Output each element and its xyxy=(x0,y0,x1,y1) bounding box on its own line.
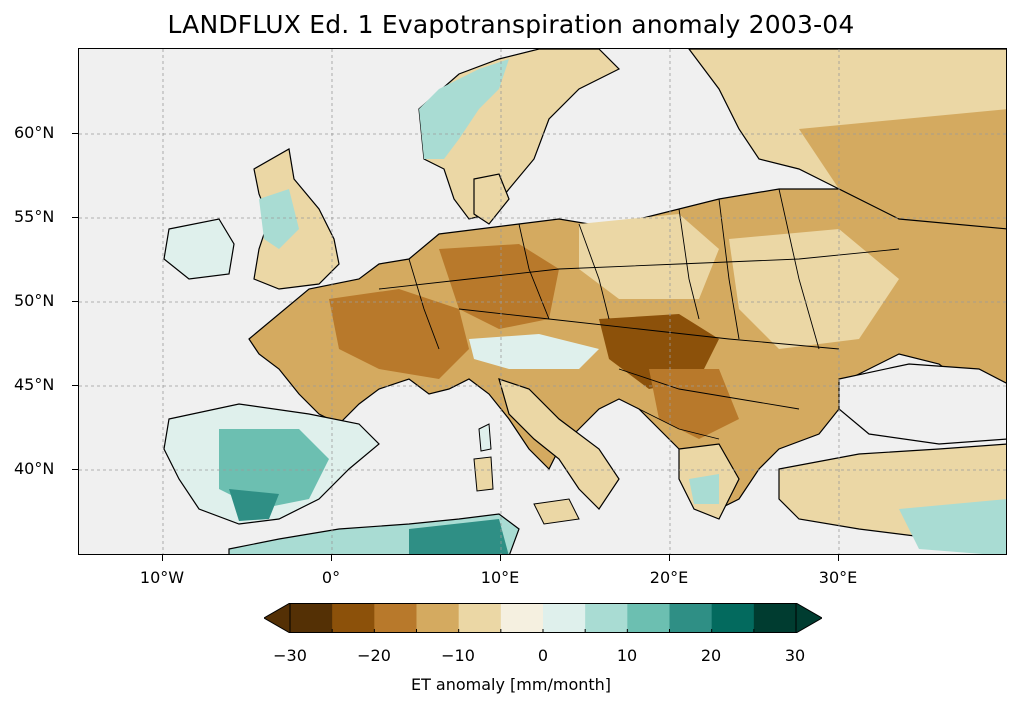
colorbar-label: ET anomaly [mm/month] xyxy=(410,675,612,694)
wet-patch-greece xyxy=(689,474,719,504)
wet-patch-africa xyxy=(409,519,509,554)
dry-patch-france xyxy=(329,289,469,379)
lon-label: 30°E xyxy=(818,568,858,587)
land-italy xyxy=(498,378,620,510)
colorbar-ticks: −30 −20 −10 0 10 20 30 xyxy=(0,646,1022,668)
colorbar-segment xyxy=(711,603,755,633)
lat-tickmark xyxy=(72,301,78,302)
lat-label: 40°N xyxy=(14,459,55,478)
lon-tickmark xyxy=(331,555,332,561)
colorbar-segment xyxy=(500,603,544,633)
wet-patch-turkey xyxy=(899,499,1006,554)
pale-patch-ukraine xyxy=(729,229,899,349)
land-sardinia xyxy=(473,456,494,492)
water-black-sea xyxy=(838,363,1006,445)
lat-tickmark xyxy=(72,469,78,470)
land-russia-dry xyxy=(799,109,1006,229)
lon-tickmark xyxy=(162,555,163,561)
colorbar-tick-label: 10 xyxy=(616,646,638,665)
wet-patch-iberia xyxy=(219,429,329,509)
colorbar-segment xyxy=(627,603,670,633)
colorbar-tick-label: −10 xyxy=(441,646,475,665)
pale-patch-poland xyxy=(579,214,719,299)
colorbar-tick-label: 30 xyxy=(784,646,806,665)
colorbar-tick-label: −20 xyxy=(357,646,391,665)
lat-label: 55°N xyxy=(14,207,55,226)
lon-label: 0° xyxy=(321,568,341,587)
europe-map xyxy=(79,49,1006,554)
wet-patch-alps xyxy=(469,334,599,369)
colorbar-segment xyxy=(753,603,797,633)
map-title: LANDFLUX Ed. 1 Evapotranspiration anomal… xyxy=(167,10,855,39)
lon-label: 10°E xyxy=(480,568,520,587)
gridlines xyxy=(79,49,1006,554)
lon-label: 10°W xyxy=(139,568,185,587)
land-ireland xyxy=(163,218,235,280)
colorbar-segment xyxy=(374,603,417,633)
lon-tickmark xyxy=(500,555,501,561)
colorbar-segment xyxy=(543,603,586,633)
map-panel xyxy=(78,48,1007,555)
colorbar-segment xyxy=(416,603,460,633)
lon-tickmark xyxy=(838,555,839,561)
dry-patch-germany xyxy=(439,244,559,329)
lon-tickmark xyxy=(669,555,670,561)
colorbar xyxy=(262,602,824,634)
land-sicily xyxy=(533,498,580,525)
lon-label: 20°E xyxy=(649,568,689,587)
colorbar-tick-label: 20 xyxy=(700,646,722,665)
wet-patch-britain xyxy=(259,189,299,249)
lat-tickmark xyxy=(72,217,78,218)
colorbar-segment xyxy=(585,603,628,633)
lat-label: 60°N xyxy=(14,123,55,142)
colorbar-extend-min xyxy=(262,602,291,634)
land-corsica xyxy=(478,423,492,452)
lat-label: 45°N xyxy=(14,375,55,394)
colorbar-segment xyxy=(332,603,375,633)
wet-patch-iberia-south xyxy=(229,489,279,521)
lat-label: 50°N xyxy=(14,291,55,310)
lat-tickmark xyxy=(72,133,78,134)
colorbar-graphic xyxy=(262,602,824,634)
land-denmark xyxy=(473,173,510,225)
colorbar-segment xyxy=(290,603,333,633)
lat-tickmark xyxy=(72,385,78,386)
colorbar-extend-max xyxy=(795,602,824,634)
colorbar-tick-label: 0 xyxy=(537,646,549,665)
colorbar-tick-label: −30 xyxy=(273,646,307,665)
colorbar-segment xyxy=(458,603,502,633)
colorbar-segment xyxy=(669,603,713,633)
